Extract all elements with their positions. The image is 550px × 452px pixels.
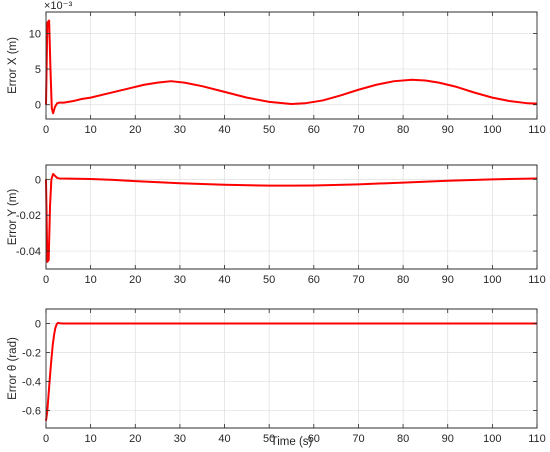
error-y-y-tick-label: -0.04	[16, 246, 41, 258]
error-y-panel: 0 10 20 30 40 50 60 70 80 90 100 110 -0.04 -0.02 0 Err…	[7, 164, 546, 286]
error-y-series-line	[45, 172, 538, 263]
error-theta-plot-area	[45, 308, 538, 429]
error-y-x-tick-label: 30	[174, 274, 186, 286]
error-x-series-line	[45, 19, 538, 115]
error-x-panel: 0 10 20 30 40 50 60 70 80 90 100 110 0 5 10 ×10⁻³ Erro…	[7, 0, 546, 136]
error-y-x-tick-label: 110	[528, 274, 546, 286]
error-theta-frame-border	[45, 308, 538, 429]
error-x-x-tick-label: 60	[308, 124, 320, 136]
error-theta-x-tick-label: 30	[174, 433, 186, 445]
error-y-frame-border	[45, 164, 538, 270]
error-x-x-tick-label: 100	[483, 124, 501, 136]
error-x-x-tick-label: 90	[442, 124, 454, 136]
error-y-y-axis-label: Error Y (m)	[7, 189, 19, 246]
error-y-y-tick-label: -0.02	[16, 210, 41, 222]
error-theta-y-tick-label: -0.2	[22, 348, 41, 360]
error-x-exponent-label: ×10⁻³	[44, 0, 72, 12]
error-theta-x-tick-label: 70	[352, 433, 364, 445]
error-x-plot-area	[45, 11, 538, 120]
error-theta-panel: 0 10 20 30 40 50 60 70 80 90 100 110 -0.6 -0.4 -0.2 0 E…	[7, 308, 546, 448]
error-x-x-tick-label: 50	[263, 124, 275, 136]
error-x-y-axis-label: Error X (m)	[7, 37, 19, 94]
error-x-frame-border	[45, 11, 538, 120]
error-theta-x-tick-label: 90	[442, 433, 454, 445]
error-y-x-tick-label: 60	[308, 274, 320, 286]
error-x-x-tick-label: 40	[218, 124, 230, 136]
error-theta-x-tick-label: 60	[308, 433, 320, 445]
error-theta-x-tick-label: 110	[528, 433, 546, 445]
error-y-x-tick-label: 90	[442, 274, 454, 286]
error-x-y-tick-label: 10	[29, 28, 41, 40]
error-theta-x-tick-label: 100	[483, 433, 501, 445]
error-theta-x-tick-label: 80	[397, 433, 409, 445]
error-x-x-tick-label: 110	[528, 124, 546, 136]
error-theta-x-tick-label: 10	[85, 433, 97, 445]
error-y-x-tick-label: 50	[263, 274, 275, 286]
time-x-axis-label: Time (s)	[271, 436, 313, 448]
error-x-x-tick-label: 10	[85, 124, 97, 136]
error-y-x-tick-label: 20	[129, 274, 141, 286]
error-y-x-tick-label: 0	[43, 274, 49, 286]
error-y-x-tick-label: 100	[483, 274, 501, 286]
error-theta-y-axis-label: Error θ (rad)	[7, 337, 19, 400]
error-theta-y-tick-label: 0	[35, 319, 41, 331]
error-theta-x-tick-label: 40	[218, 433, 230, 445]
error-y-x-tick-label: 40	[218, 274, 230, 286]
error-x-x-tick-label: 80	[397, 124, 409, 136]
error-x-y-tick-label: 0	[35, 100, 41, 112]
error-x-x-tick-label: 30	[174, 124, 186, 136]
error-x-x-tick-label: 0	[43, 124, 49, 136]
error-y-y-tick-label: 0	[35, 174, 41, 186]
error-theta-x-tick-label: 0	[43, 433, 49, 445]
error-y-x-tick-label: 70	[352, 274, 364, 286]
error-y-x-tick-label: 80	[397, 274, 409, 286]
error-theta-x-tick-label: 20	[129, 433, 141, 445]
error-x-y-tick-label: 5	[35, 64, 41, 76]
error-theta-x-tick-label: 50	[263, 433, 275, 445]
error-theta-y-tick-label: -0.6	[22, 406, 41, 418]
error-y-x-tick-label: 10	[85, 274, 97, 286]
error-x-x-tick-label: 20	[129, 124, 141, 136]
error-theta-y-tick-label: -0.4	[22, 377, 41, 389]
error-x-x-tick-label: 70	[352, 124, 364, 136]
